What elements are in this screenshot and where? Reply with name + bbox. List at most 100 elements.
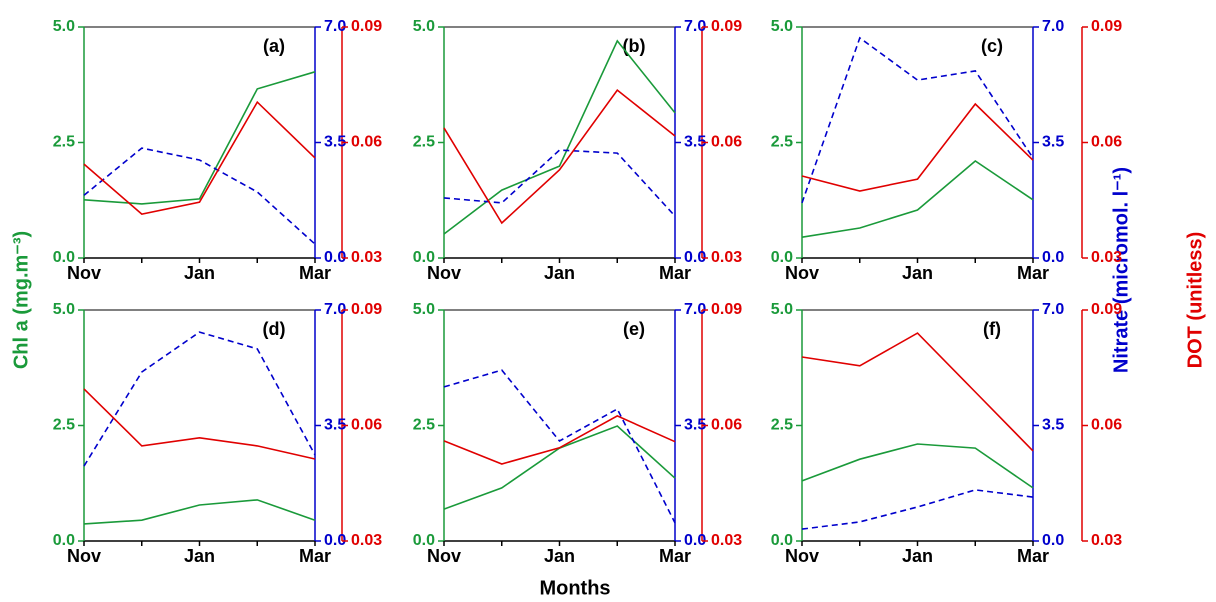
series-line <box>443 39 676 235</box>
panel-label: (b) <box>623 36 646 56</box>
x-axis-title: Months <box>539 577 610 599</box>
y-tick-label: 0.0 <box>53 532 75 549</box>
y2-tick-label: 0.0 <box>684 532 706 549</box>
y3-tick-label: 0.03 <box>711 532 742 549</box>
x-tick-label: Mar <box>659 546 691 566</box>
y3-tick-label: 0.06 <box>711 417 742 434</box>
y-tick-label: 5.0 <box>413 18 435 35</box>
x-tick-label: Jan <box>184 263 215 283</box>
y2-tick-label: 7.0 <box>684 301 706 318</box>
series-line <box>83 100 316 215</box>
panel-label: (c) <box>981 36 1003 56</box>
y2-tick-label: 0.0 <box>1042 249 1064 266</box>
y2-tick-label: 7.0 <box>324 18 346 35</box>
series-line <box>443 415 676 465</box>
x-tick-label: Nov <box>67 546 101 566</box>
y-tick-label: 0.0 <box>413 532 435 549</box>
x-tick-label: Mar <box>1017 263 1049 283</box>
y2-tick-label: 3.5 <box>684 417 706 434</box>
y3-tick-label: 0.03 <box>351 249 382 266</box>
y2-tick-label: 3.5 <box>1042 134 1064 151</box>
y2-tick-label: 0.0 <box>684 249 706 266</box>
y3-tick-label: 0.03 <box>351 532 382 549</box>
series-line <box>443 425 676 510</box>
x-tick-label: Jan <box>544 263 575 283</box>
y-tick-label: 5.0 <box>53 301 75 318</box>
y-tick-label: 2.5 <box>53 417 75 434</box>
y2-tick-label: 3.5 <box>324 134 346 151</box>
y-tick-label: 2.5 <box>413 134 435 151</box>
x-tick-label: Jan <box>184 546 215 566</box>
y-tick-label: 5.0 <box>771 18 793 35</box>
x-tick-label: Nov <box>785 546 819 566</box>
y-tick-label: 0.0 <box>771 532 793 549</box>
y2-tick-label: 0.0 <box>324 249 346 266</box>
y2-axis-title: Nitrate (micromol. l⁻¹) <box>1110 167 1132 373</box>
y3-tick-label: 0.09 <box>711 301 742 318</box>
y-tick-label: 5.0 <box>413 301 435 318</box>
y2-tick-label: 3.5 <box>684 134 706 151</box>
x-tick-label: Jan <box>544 546 575 566</box>
x-tick-label: Mar <box>1017 546 1049 566</box>
y3-tick-label: 0.09 <box>351 301 382 318</box>
x-tick-label: Mar <box>299 263 331 283</box>
y3-tick-label: 0.06 <box>1091 417 1122 434</box>
panel-label: (d) <box>263 319 286 339</box>
y-tick-label: 5.0 <box>53 18 75 35</box>
y3-tick-label: 0.09 <box>1091 18 1122 35</box>
y3-tick-label: 0.06 <box>351 134 382 151</box>
y2-tick-label: 7.0 <box>324 301 346 318</box>
y2-tick-label: 0.0 <box>324 532 346 549</box>
y2-tick-label: 0.0 <box>1042 532 1064 549</box>
x-tick-label: Nov <box>427 263 461 283</box>
y2-tick-label: 3.5 <box>1042 417 1064 434</box>
y-tick-label: 2.5 <box>53 134 75 151</box>
panel-label: (e) <box>623 319 645 339</box>
y-tick-label: 2.5 <box>771 417 793 434</box>
series-line <box>801 489 1034 530</box>
series-line <box>801 332 1034 452</box>
x-tick-label: Nov <box>785 263 819 283</box>
y3-tick-label: 0.03 <box>1091 532 1122 549</box>
series-line <box>443 88 676 225</box>
y3-tick-label: 0.03 <box>1091 249 1122 266</box>
x-tick-label: Nov <box>427 546 461 566</box>
y3-tick-label: 0.06 <box>351 417 382 434</box>
x-tick-label: Mar <box>299 546 331 566</box>
y2-tick-label: 3.5 <box>324 417 346 434</box>
series-line <box>83 331 316 467</box>
y-tick-label: 0.0 <box>413 249 435 266</box>
series-line <box>83 147 316 245</box>
y-tick-label: 0.0 <box>53 249 75 266</box>
y-axis-title: Chl a (mg.m⁻³) <box>10 231 32 369</box>
series-line <box>801 443 1034 489</box>
y3-axis-title: DOT (unitless) <box>1184 232 1206 369</box>
y3-tick-label: 0.09 <box>1091 301 1122 318</box>
y3-tick-label: 0.09 <box>711 18 742 35</box>
series-line <box>801 102 1034 192</box>
panel-label: (a) <box>263 36 285 56</box>
series-line <box>83 499 316 525</box>
y-tick-label: 2.5 <box>413 417 435 434</box>
series-line <box>83 388 316 460</box>
y3-tick-label: 0.06 <box>711 134 742 151</box>
y2-tick-label: 7.0 <box>1042 301 1064 318</box>
series-line <box>801 159 1034 238</box>
y-tick-label: 0.0 <box>771 249 793 266</box>
y3-tick-label: 0.09 <box>351 18 382 35</box>
x-tick-label: Jan <box>902 263 933 283</box>
panel-label: (f) <box>983 319 1001 339</box>
series-line <box>83 71 316 205</box>
series-line <box>443 369 676 524</box>
x-tick-label: Mar <box>659 263 691 283</box>
y-tick-label: 5.0 <box>771 301 793 318</box>
y2-tick-label: 7.0 <box>1042 18 1064 35</box>
y3-tick-label: 0.06 <box>1091 134 1122 151</box>
y2-tick-label: 7.0 <box>684 18 706 35</box>
x-tick-label: Jan <box>902 546 933 566</box>
y3-tick-label: 0.03 <box>711 249 742 266</box>
series-line <box>443 149 676 217</box>
y-tick-label: 2.5 <box>771 134 793 151</box>
x-tick-label: Nov <box>67 263 101 283</box>
